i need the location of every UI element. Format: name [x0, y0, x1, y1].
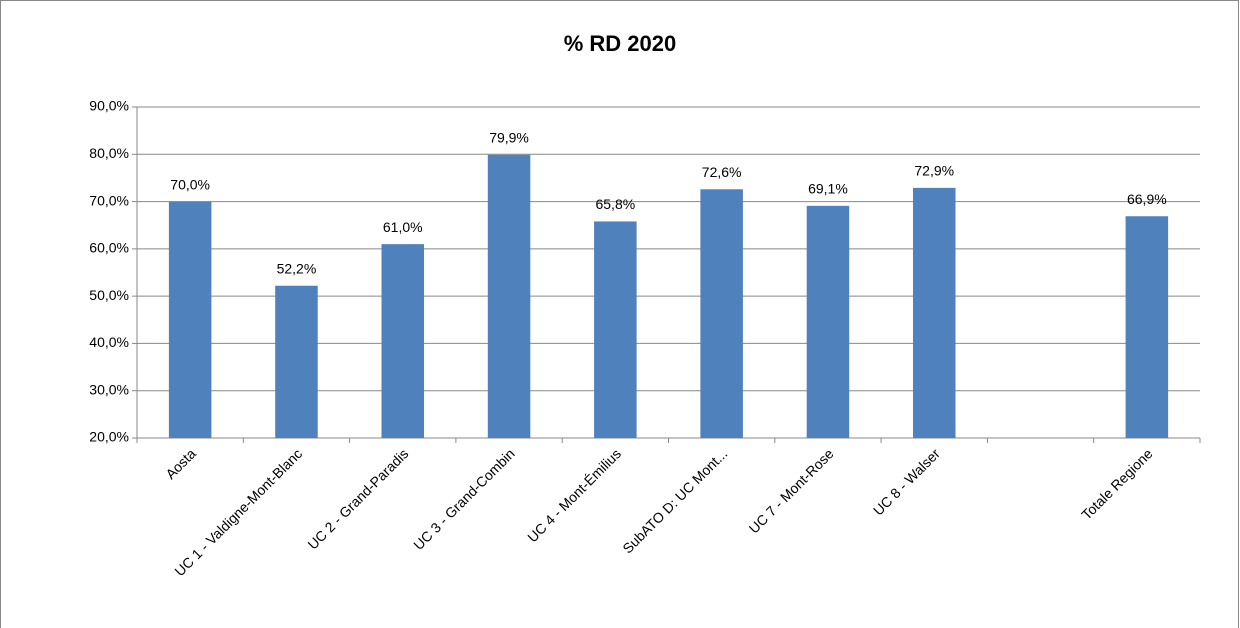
bar: [806, 205, 850, 438]
data-label: 52,2%: [277, 260, 317, 276]
y-tick-label: 80,0%: [89, 145, 129, 161]
data-label: 72,6%: [702, 164, 742, 180]
data-label: 61,0%: [383, 219, 423, 235]
bar: [487, 154, 531, 438]
chart-title: % RD 2020: [564, 31, 677, 56]
data-label: 69,1%: [808, 181, 848, 197]
data-label: 66,9%: [1127, 191, 1167, 207]
data-label: 70,0%: [170, 176, 210, 192]
data-label: 79,9%: [489, 129, 529, 145]
data-label: 65,8%: [595, 196, 635, 212]
bar: [1125, 216, 1169, 438]
bar: [168, 201, 212, 438]
y-tick-label: 90,0%: [89, 98, 129, 114]
bar: [381, 244, 425, 438]
y-tick-label: 70,0%: [89, 192, 129, 208]
bar: [275, 285, 318, 438]
data-label: 72,9%: [914, 163, 954, 179]
y-tick-label: 40,0%: [89, 334, 129, 350]
y-tick-label: 20,0%: [89, 429, 129, 445]
bar: [912, 187, 956, 438]
bar: [700, 189, 743, 438]
y-tick-label: 50,0%: [89, 287, 129, 303]
bar: [594, 221, 637, 438]
y-tick-label: 60,0%: [89, 240, 129, 256]
y-tick-label: 30,0%: [89, 381, 129, 397]
